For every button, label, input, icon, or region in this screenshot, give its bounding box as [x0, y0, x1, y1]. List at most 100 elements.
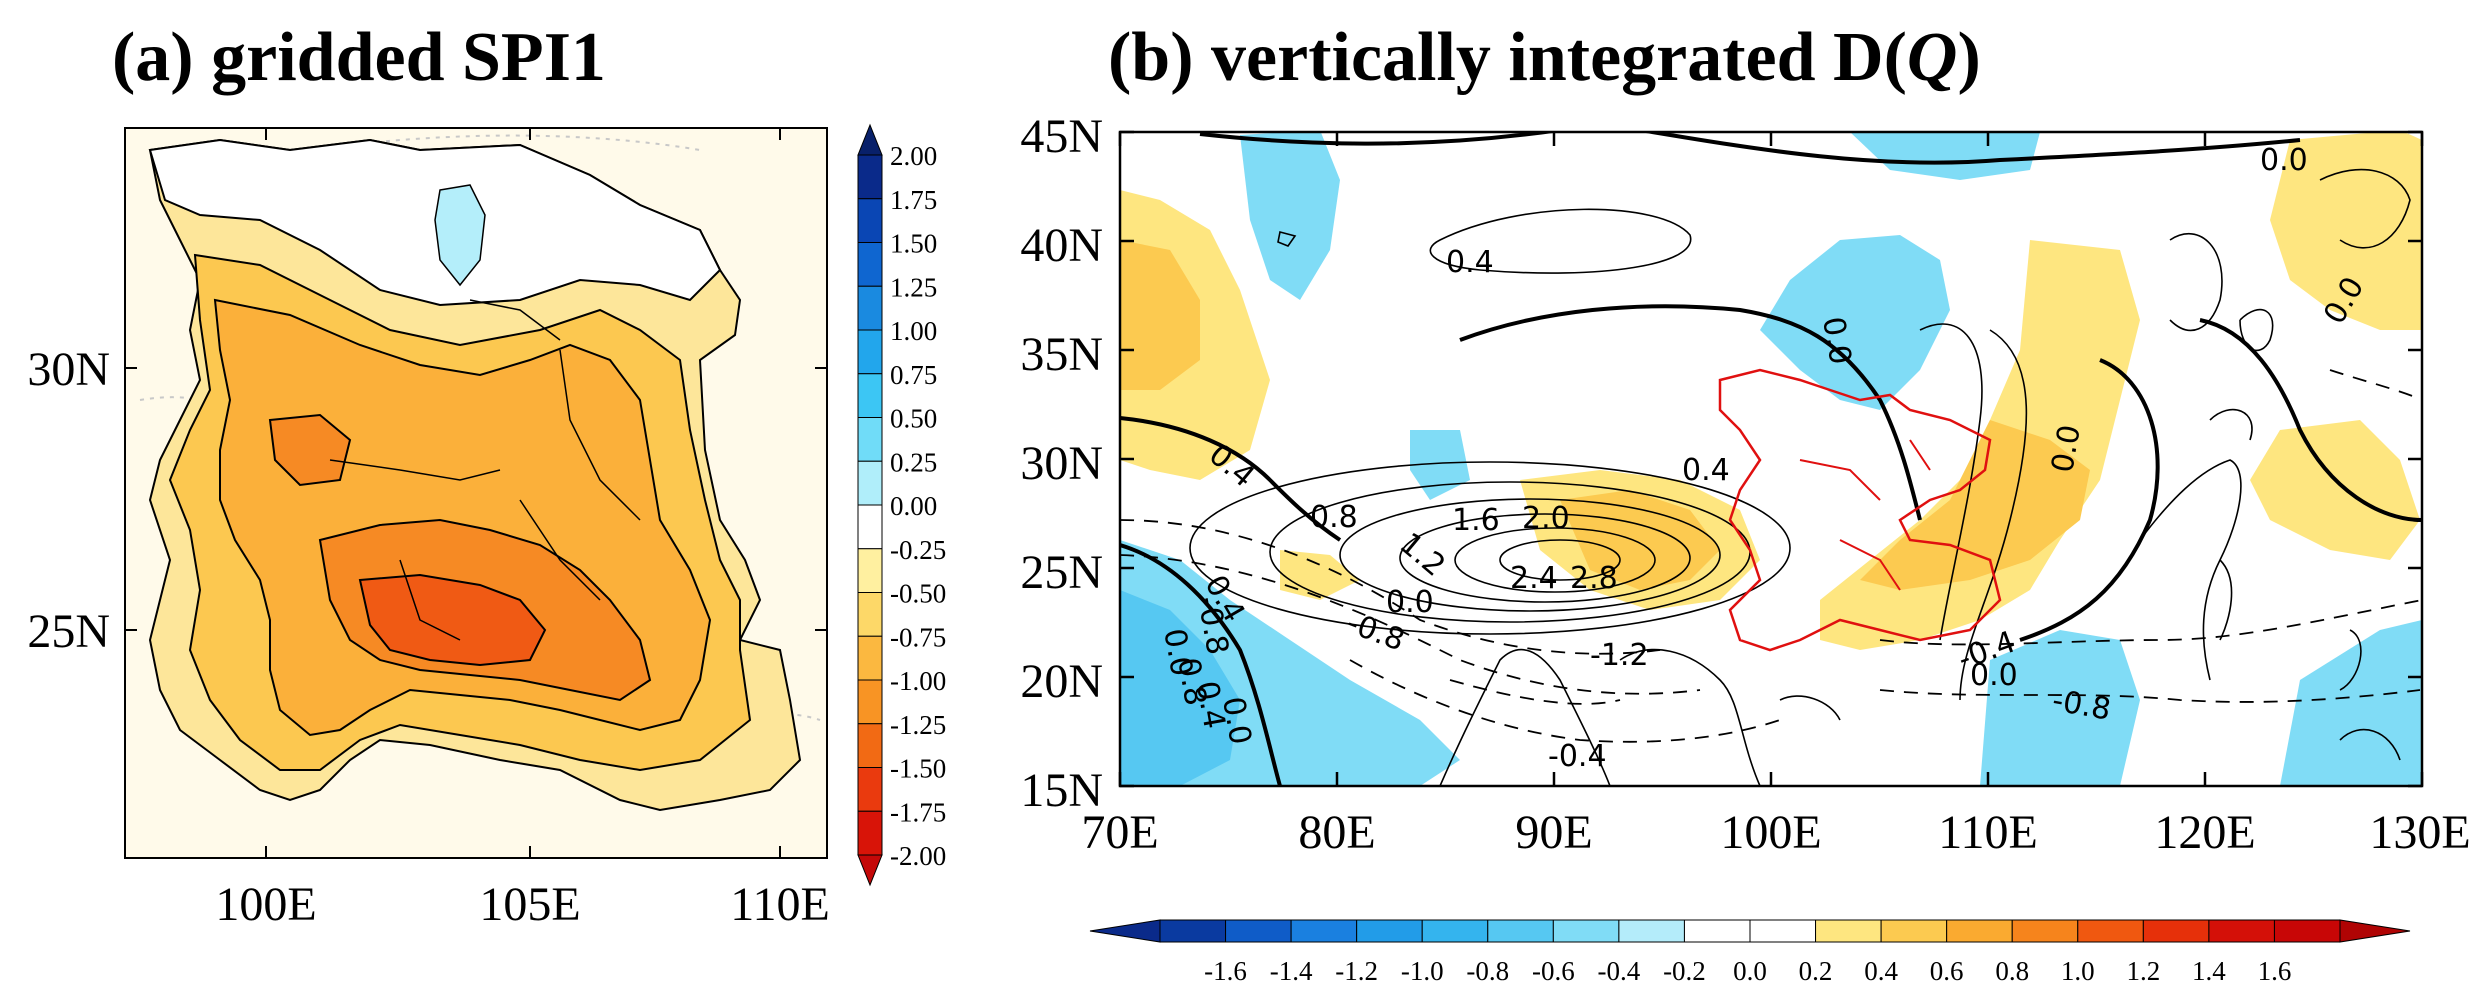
- contour-label: 0.8: [1170, 655, 1213, 708]
- colorbar-swatch: [857, 242, 883, 287]
- contour-label: 1.6: [1452, 503, 1500, 538]
- colorbar-label: 0.4: [1864, 956, 1898, 986]
- colorbar-swatch: [1749, 919, 1817, 943]
- panel-b-blue-small: [1410, 430, 1470, 500]
- panel-a-red-orange-area: [358, 573, 547, 667]
- colorbar-label: 0.6: [1930, 956, 1964, 986]
- colorbar-swatch: [857, 460, 883, 506]
- colorbar-label: 0.00: [890, 491, 937, 521]
- contour-label: 0.8: [1310, 500, 1358, 535]
- colorbar-swatch: [857, 810, 883, 856]
- panel-a-frame: [124, 127, 828, 859]
- colorbar-swatch: [1683, 919, 1751, 943]
- colorbar-label: 1.6: [2258, 956, 2292, 986]
- colorbar-swatch: [857, 285, 883, 331]
- panel-b-title-suffix: ): [1957, 19, 1981, 96]
- colorbar-swatch: [857, 329, 883, 375]
- panel-b-ticks: [1118, 130, 2424, 788]
- colorbar-swatch: [1356, 919, 1423, 943]
- colorbar-label: 1.4: [2192, 956, 2226, 986]
- colorbar-swatch: [1159, 919, 1227, 943]
- colorbar-top-arrow: [857, 123, 883, 156]
- panel-b-blue-north: [1240, 132, 1340, 300]
- panel-b-xtick-90e: 90E: [1515, 806, 1592, 859]
- contour-label: 0.4: [1446, 245, 1494, 280]
- panel-b-blue-south: [1980, 630, 2140, 786]
- contour-label: 0.0: [1970, 658, 2018, 693]
- colorbar-swatch: [1225, 919, 1292, 943]
- colorbar-swatch: [1946, 919, 2013, 943]
- colorbar-label: -1.2: [1335, 956, 1378, 986]
- panel-b-coastlines: [1277, 168, 2411, 786]
- panel-b-yellow-far-east: [2250, 420, 2420, 560]
- panel-b-xtick-70e: 70E: [1081, 806, 1158, 859]
- panel-b-blue-southwest-deep: [1120, 590, 1240, 786]
- panel-b-ytick-35n: 35N: [1020, 328, 1103, 381]
- colorbar-label: 0.75: [890, 360, 937, 390]
- panel-b-yellow-northeast: [2270, 132, 2422, 330]
- colorbar-swatch: [857, 592, 883, 637]
- colorbar-label: -1.50: [890, 754, 946, 784]
- panel-a-map: 30N 25N 100E 105E 110E: [27, 127, 830, 931]
- panel-b-blue-southeast: [2280, 620, 2422, 786]
- colorbar-label: -1.0: [1401, 956, 1444, 986]
- contour-label: -0.4: [1548, 739, 1607, 774]
- colorbar-bottom-arrow: [857, 854, 883, 887]
- panel-b-ytick-30n: 30N: [1020, 437, 1103, 490]
- colorbar-swatch: [1552, 919, 1620, 943]
- colorbar-swatch: [2208, 919, 2275, 943]
- colorbar-label: 1.75: [890, 185, 937, 215]
- panel-b-blue-top: [1850, 132, 2040, 180]
- colorbar-label: -1.00: [890, 666, 946, 696]
- colorbar-label: -2.00: [890, 841, 946, 871]
- contour-label: 0.0: [1386, 585, 1434, 620]
- panel-a-title: (a) gridded SPI1: [112, 19, 606, 96]
- contour-label: 0.4: [1682, 453, 1730, 488]
- colorbar-left-arrow: [1089, 919, 1161, 943]
- panel-b-xtick-100e: 100E: [1720, 806, 1821, 859]
- panel-b-title-q: Q: [1906, 19, 1958, 96]
- panel-a-small-blob: [268, 413, 352, 487]
- panel-b-xtick-120e: 120E: [2154, 806, 2255, 859]
- colorbar-label: -1.25: [890, 710, 946, 740]
- panel-a-province-borders: [329, 299, 641, 641]
- colorbar-label: -0.6: [1532, 956, 1575, 986]
- colorbar-label: 1.2: [2126, 956, 2160, 986]
- panel-b-ytick-45n: 45N: [1020, 110, 1103, 163]
- colorbar-swatch: [2273, 919, 2341, 943]
- contour-label: 2.4: [1510, 561, 1558, 596]
- panel-a-xtick-110e: 110E: [730, 878, 830, 931]
- panel-a-blue-area: [434, 184, 486, 287]
- colorbar-label: -0.50: [890, 579, 946, 609]
- colorbar-swatch: [857, 548, 883, 593]
- colorbar-swatch: [2011, 919, 2079, 943]
- colorbar-label: -0.4: [1598, 956, 1641, 986]
- colorbar-right-arrow: [2339, 919, 2411, 943]
- panel-b-ytick-25n: 25N: [1020, 546, 1103, 599]
- panel-b-xtick-80e: 80E: [1298, 806, 1375, 859]
- colorbar-label: 1.50: [890, 229, 937, 259]
- colorbar-swatch: [857, 373, 883, 418]
- panel-b-title-prefix: (b) vertically integrated D(: [1108, 19, 1907, 96]
- panel-b-yellow-small: [1280, 550, 1360, 600]
- panel-b-study-region-outline: [1718, 368, 2002, 652]
- colorbar-swatch: [2077, 919, 2144, 943]
- colorbar-label: 0.0: [1733, 956, 1767, 986]
- panel-b-xtick-130e: 130E: [2369, 806, 2470, 859]
- colorbar-swatch: [857, 767, 883, 812]
- panel-b-zero-contours: [1120, 132, 2422, 786]
- panel-a-xtick-100e: 100E: [215, 878, 316, 931]
- colorbar-swatch: [857, 635, 883, 681]
- colorbar-swatch: [857, 198, 883, 243]
- colorbar-label: -0.25: [890, 535, 946, 565]
- contour-label: 2.0: [1522, 501, 1570, 536]
- contour-label: -1.2: [1590, 638, 1649, 673]
- panel-b-orange-center: [1560, 490, 1720, 590]
- colorbar-swatch: [1618, 919, 1685, 943]
- panel-b-negative-contours: [1120, 369, 2422, 743]
- colorbar-swatch: [857, 504, 883, 550]
- colorbar-label: -1.4: [1270, 956, 1313, 986]
- panel-b-colorbar: -1.6 -1.4 -1.2 -1.0 -0.8 -0.6 -0.4 -0.2 0.0 0.2 0.…: [1089, 919, 2411, 986]
- panel-a-xtick-105e: 105E: [479, 878, 580, 931]
